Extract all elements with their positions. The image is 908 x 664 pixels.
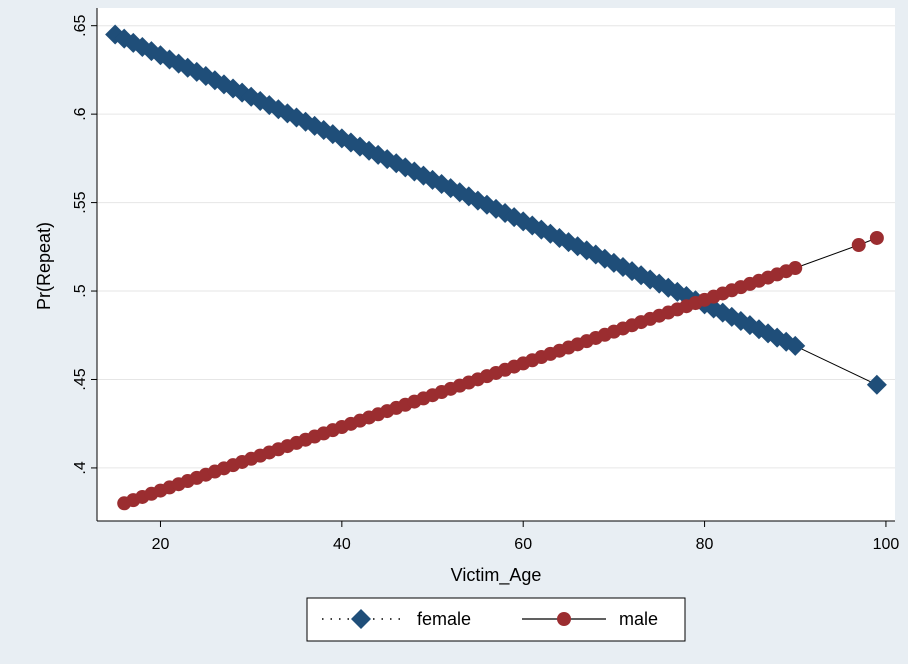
y-tick-label: .5 xyxy=(72,284,89,297)
y-tick-label: .4 xyxy=(72,461,89,474)
data-point-male xyxy=(869,230,884,245)
legend-female-marker xyxy=(351,609,371,629)
data-point-male xyxy=(851,238,866,253)
series-female xyxy=(105,24,887,395)
y-tick-label: .65 xyxy=(72,14,89,36)
data-point-female xyxy=(785,335,806,356)
x-tick-label: 20 xyxy=(152,536,170,553)
y-tick-label: .55 xyxy=(72,191,89,213)
legend-female-label: female xyxy=(417,609,471,629)
y-tick-label: .45 xyxy=(72,368,89,390)
data-point-female xyxy=(866,374,887,395)
ticks-layer: .4 .45 .5 .55 .6 .65 20 40 60 80 100 xyxy=(72,14,899,553)
x-tick-label: 80 xyxy=(696,536,714,553)
legend: female male xyxy=(306,597,686,642)
data-point-female xyxy=(585,244,606,265)
y-axis-title: Pr(Repeat) xyxy=(34,222,54,310)
series-male xyxy=(117,230,884,511)
data-point-male xyxy=(788,261,803,276)
x-tick-label: 40 xyxy=(333,536,351,553)
legend-male-marker xyxy=(557,612,571,626)
y-tick-label: .6 xyxy=(72,107,89,120)
legend-male-label: male xyxy=(619,609,658,629)
series-layer xyxy=(105,24,887,511)
x-tick-label: 60 xyxy=(514,536,532,553)
data-point-female xyxy=(159,49,180,70)
x-tick-label: 100 xyxy=(873,536,900,553)
x-axis-title: Victim_Age xyxy=(451,565,542,586)
